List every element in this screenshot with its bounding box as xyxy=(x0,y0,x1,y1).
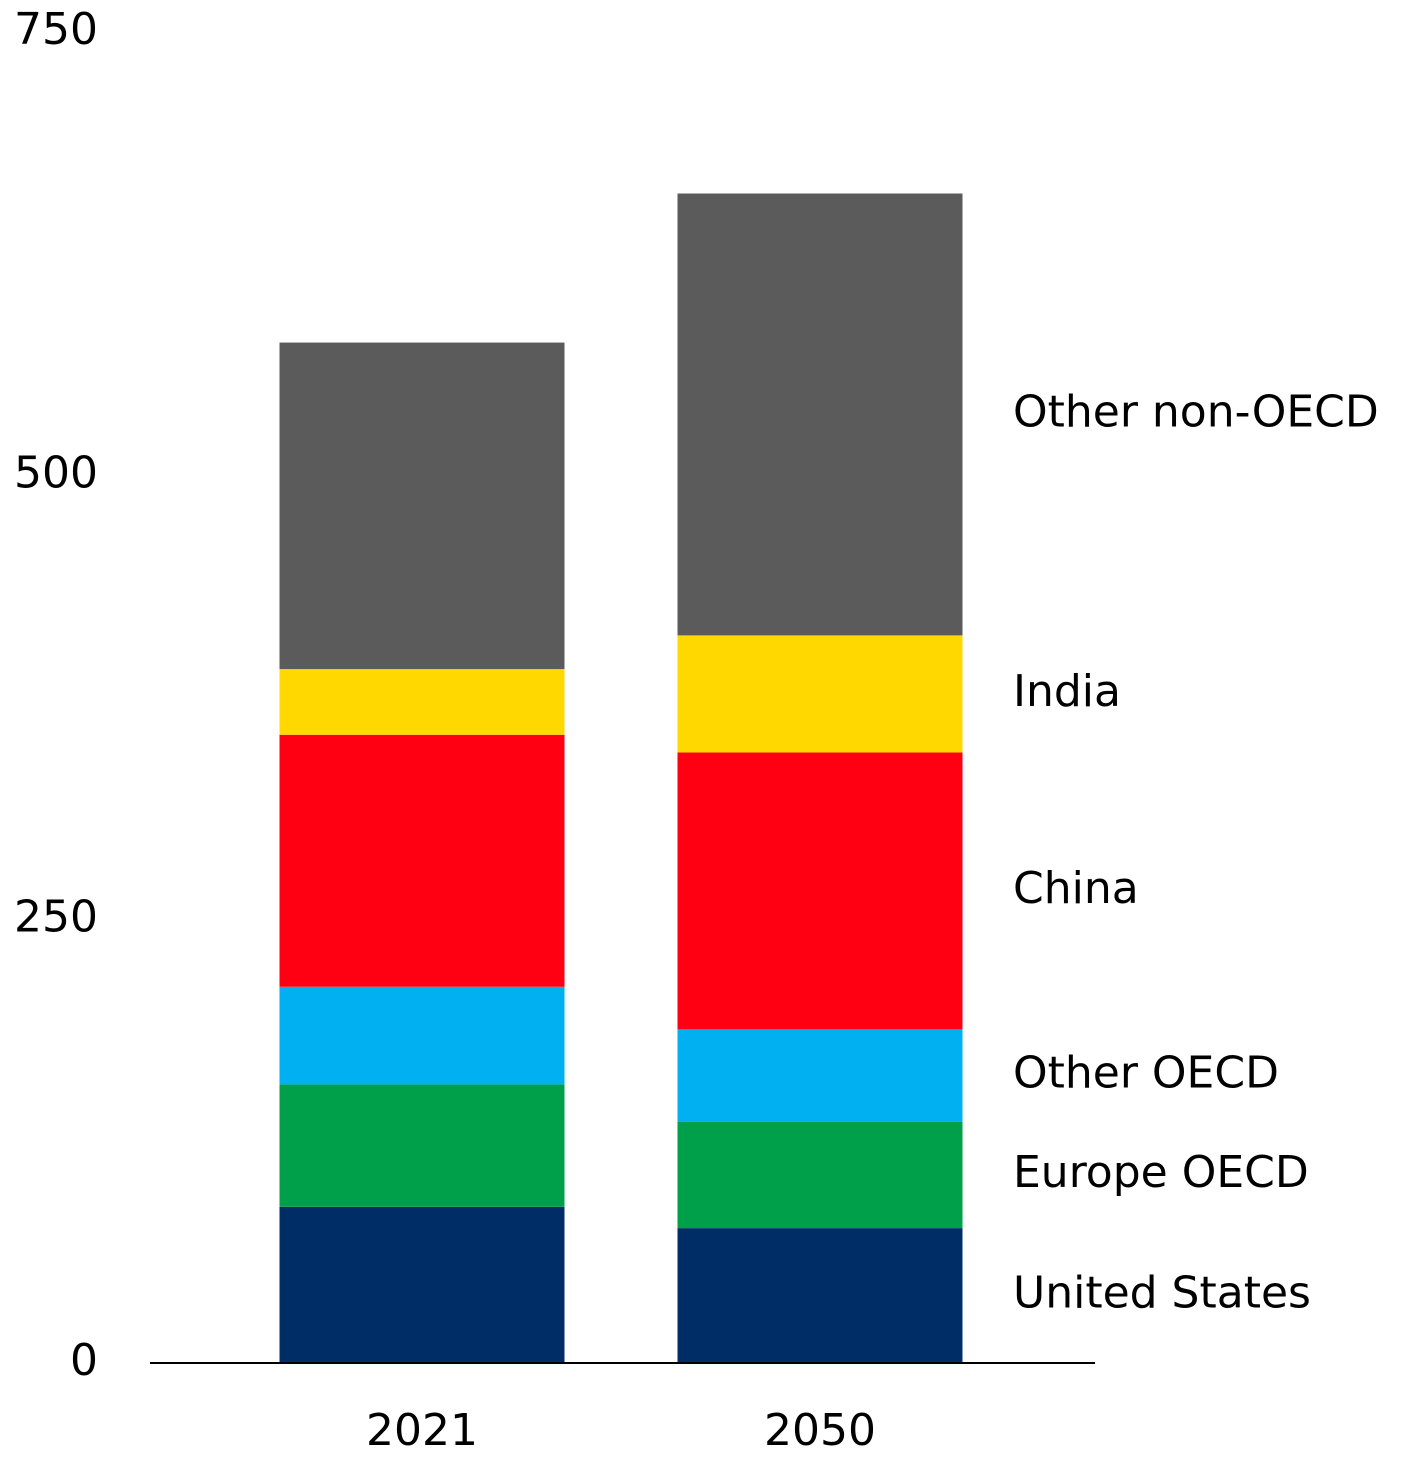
y-tick-label: 750 xyxy=(14,4,98,55)
bar-segment xyxy=(677,752,963,1030)
legend-label: Europe OECD xyxy=(1013,1147,1309,1198)
bar-segment xyxy=(677,1121,963,1229)
bar-segment xyxy=(677,635,963,753)
x-tick-label: 2021 xyxy=(366,1405,478,1456)
legend-label: China xyxy=(1013,863,1139,914)
bar-segment xyxy=(279,734,565,987)
bar-segment xyxy=(279,342,565,670)
y-tick-label: 500 xyxy=(14,448,98,499)
legend-label: India xyxy=(1013,666,1121,717)
bar-segment xyxy=(677,1029,963,1122)
bar-segment xyxy=(677,193,963,636)
legend-label: Other OECD xyxy=(1013,1048,1279,1099)
bar-segment xyxy=(677,1228,963,1363)
y-tick-label: 0 xyxy=(70,1335,98,1386)
bar-segment xyxy=(279,669,565,735)
x-tick-label: 2050 xyxy=(764,1405,876,1456)
bar-segment xyxy=(279,986,565,1085)
bar-segment xyxy=(279,1206,565,1363)
bar-segment xyxy=(279,1084,565,1207)
legend-label: Other non-OECD xyxy=(1013,386,1379,437)
legend-label: United States xyxy=(1013,1268,1311,1319)
y-tick-label: 250 xyxy=(14,891,98,942)
